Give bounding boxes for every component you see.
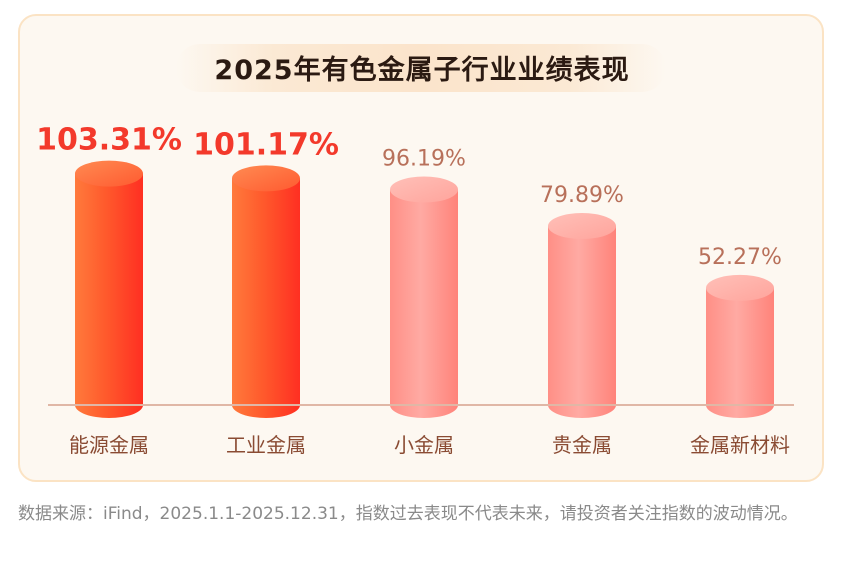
- bar-body: [232, 178, 300, 418]
- category-label: 贵金属: [552, 433, 612, 457]
- chart-title: 2025年有色金属子行业业绩表现: [214, 55, 630, 86]
- category-label: 工业金属: [226, 433, 306, 457]
- bar-top: [75, 160, 143, 187]
- bar-top: [706, 274, 774, 301]
- bar-body: [548, 226, 616, 418]
- source-footnote: 数据来源：iFind，2025.1.1-2025.12.31，指数过去表现不代表…: [18, 504, 798, 524]
- value-label: 79.89%: [540, 183, 624, 208]
- value-label: 101.17%: [193, 127, 339, 162]
- value-label: 52.27%: [698, 245, 782, 270]
- bar-3: [390, 176, 458, 418]
- bar-2: [232, 165, 300, 418]
- value-label: 103.31%: [36, 123, 182, 158]
- category-label: 小金属: [394, 433, 454, 457]
- bar-5: [706, 274, 774, 418]
- bar-4: [548, 213, 616, 418]
- bar-body: [75, 173, 143, 418]
- value-label: 96.19%: [382, 147, 466, 172]
- bar-top: [548, 213, 616, 240]
- bar-body: [390, 189, 458, 418]
- bar-top: [232, 165, 300, 192]
- bar-1: [75, 160, 143, 418]
- category-label: 金属新材料: [690, 433, 790, 457]
- title-highlight: [176, 44, 666, 92]
- bar-body: [706, 287, 774, 418]
- category-label: 能源金属: [69, 433, 149, 457]
- bar-top: [390, 176, 458, 203]
